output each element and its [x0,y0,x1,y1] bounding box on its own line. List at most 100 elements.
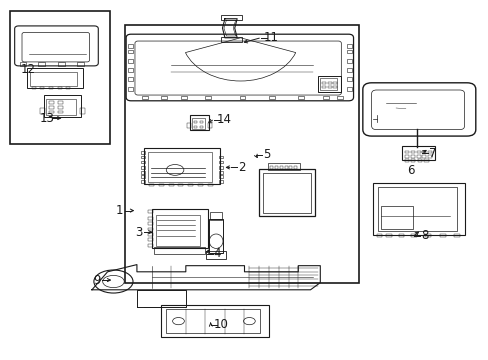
Bar [404,155,408,158]
Bar [321,86,325,88]
Bar [46,99,76,115]
Bar [148,152,211,182]
Bar [49,87,53,89]
Bar [268,96,274,99]
Bar [40,108,45,114]
Bar [30,72,77,86]
Bar [161,305,268,337]
Bar [128,59,133,63]
Bar [269,166,272,169]
Text: 1: 1 [116,204,123,217]
Bar [319,78,337,90]
Bar [49,101,54,104]
Bar [144,148,220,184]
Bar [208,123,211,128]
Bar [191,118,205,129]
Bar [141,161,145,163]
Bar [124,25,359,283]
Bar [274,166,277,169]
Bar [193,126,197,128]
Bar [193,121,197,123]
Bar [40,87,44,89]
Bar [168,184,173,186]
Bar [333,82,337,84]
Bar [188,184,193,186]
Bar [410,234,416,237]
Bar [58,62,64,66]
Bar [381,206,412,229]
Bar [58,106,62,109]
Bar [209,219,223,253]
Bar [27,68,83,88]
Text: 6: 6 [406,165,414,177]
Bar [77,62,84,66]
Bar [453,234,459,237]
Bar [321,82,325,84]
Bar [398,234,404,237]
Bar [294,166,297,169]
Bar [151,209,207,248]
Bar [219,175,223,178]
Bar [210,212,222,220]
Bar [141,171,145,174]
Bar [422,151,426,153]
Bar [155,215,199,246]
Bar [376,234,382,237]
Bar [161,96,167,99]
Text: 3: 3 [135,226,142,239]
Bar [147,217,152,220]
Bar [147,238,152,241]
Bar [199,121,203,123]
Bar [219,161,223,163]
Bar [346,68,351,72]
Bar [80,108,84,114]
Bar [32,87,36,89]
Bar [337,96,343,99]
Bar [154,247,205,254]
Bar [147,233,152,236]
Bar [10,11,110,144]
Bar [416,151,420,153]
Text: 2: 2 [238,161,245,174]
Bar [178,184,183,186]
Bar [427,151,431,153]
Bar [219,156,223,158]
Bar [141,180,145,183]
Bar [205,96,211,99]
Bar [424,159,428,162]
Bar [147,210,152,213]
Bar [187,123,190,128]
Bar [239,96,245,99]
Bar [410,155,414,158]
Bar [219,166,223,169]
Bar [58,101,62,104]
Bar [298,96,304,99]
Bar [38,62,45,66]
Text: 11: 11 [264,31,278,44]
Bar [284,166,287,169]
Bar [147,228,152,230]
Bar [49,111,54,113]
Bar [58,87,61,89]
Bar [128,44,133,48]
Bar [128,68,133,72]
Bar [141,151,145,154]
Bar [262,173,310,213]
Bar [149,184,154,186]
Bar [198,184,203,186]
Text: 5: 5 [262,148,270,161]
Bar [181,96,186,99]
Bar [219,180,223,183]
Bar [219,171,223,174]
Bar [66,87,70,89]
Bar [221,37,241,42]
Bar [417,159,422,162]
Bar [346,87,351,91]
Bar [346,77,351,81]
Bar [259,169,315,216]
Bar [377,187,456,231]
Bar [404,151,408,153]
Bar [142,96,147,99]
Text: 14: 14 [217,113,231,126]
Bar [58,111,62,113]
